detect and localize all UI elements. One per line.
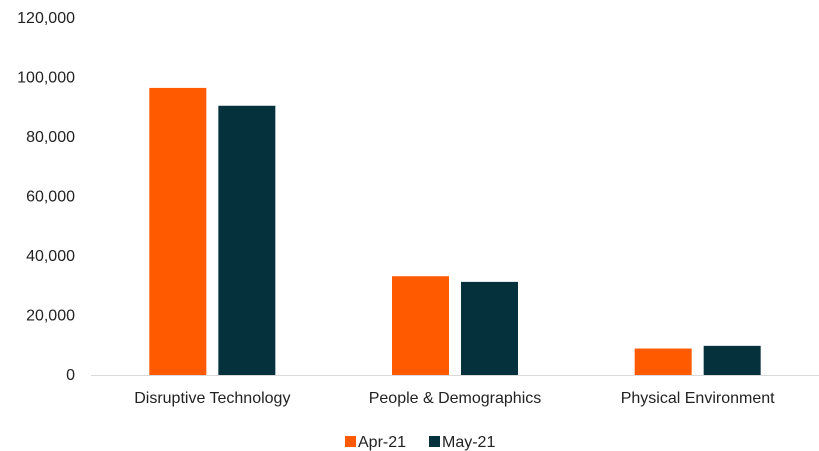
x-category-label: People & Demographics	[369, 390, 542, 407]
y-tick-label: 60,000	[26, 189, 75, 206]
legend: Apr-21 May-21	[345, 434, 495, 451]
y-tick-label: 20,000	[26, 308, 75, 325]
y-tick-label: 80,000	[26, 129, 75, 146]
legend-swatch	[345, 436, 356, 447]
bar	[218, 105, 276, 375]
legend-label: May-21	[442, 434, 495, 451]
category-labels: Disruptive Technology People & Demographi…	[134, 390, 775, 407]
bar	[149, 87, 207, 375]
y-tick-label: 120,000	[17, 10, 75, 27]
y-tick-label: 100,000	[17, 70, 75, 87]
bar	[461, 281, 518, 375]
bar	[392, 276, 449, 375]
x-category-label: Disruptive Technology	[134, 390, 290, 407]
y-tick-label: 0	[66, 367, 75, 384]
bar	[634, 348, 692, 375]
y-tick-label: 40,000	[26, 248, 75, 265]
legend-label: Apr-21	[358, 434, 406, 451]
bars	[149, 87, 761, 375]
y-axis-tick-labels: 0 20,000 40,000 60,000 80,000 100,000 120,000	[17, 10, 75, 384]
legend-swatch	[429, 436, 440, 447]
bar	[703, 345, 761, 375]
x-category-label: Physical Environment	[621, 390, 775, 407]
